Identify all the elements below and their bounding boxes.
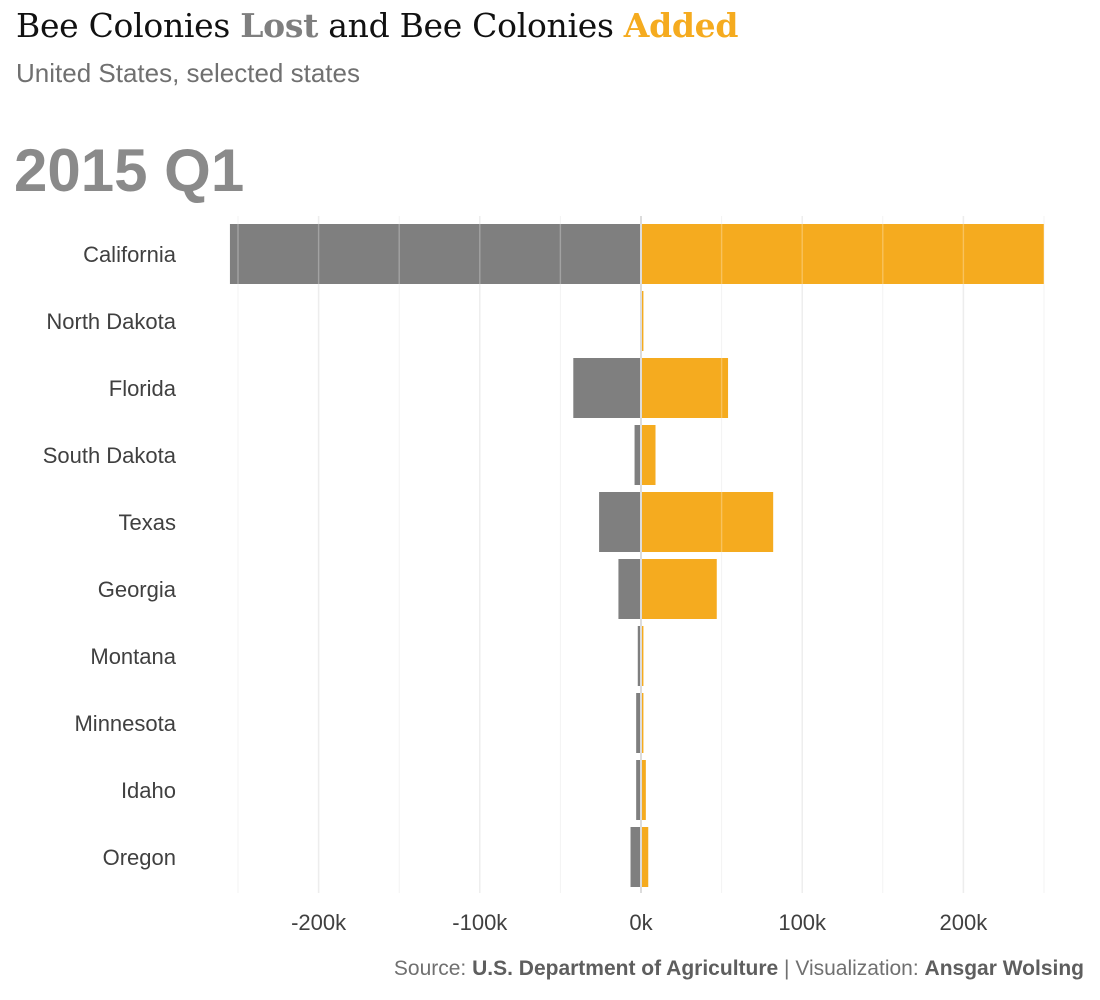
title-lost-word: Lost — [240, 6, 319, 45]
bar-lost-minnesota — [636, 693, 641, 753]
category-label: Idaho — [121, 778, 176, 803]
category-label: Oregon — [103, 845, 176, 870]
bar-added-north-dakota — [641, 291, 644, 351]
bar-lost-georgia — [618, 559, 641, 619]
category-label: South Dakota — [43, 443, 177, 468]
caption-separator: | Visualization: — [778, 957, 925, 980]
category-label: California — [83, 242, 177, 267]
bar-added-georgia — [641, 559, 717, 619]
period-label: 2015 Q1 — [14, 137, 245, 204]
category-label: North Dakota — [46, 309, 176, 334]
chart-subtitle: United States, selected states — [16, 58, 360, 88]
category-label: Georgia — [98, 577, 177, 602]
x-tick-label: -200k — [291, 910, 347, 935]
bar-added-minnesota — [641, 693, 644, 753]
x-tick-label: 0k — [629, 910, 653, 935]
bar-lost-montana — [637, 626, 641, 686]
category-label: Minnesota — [74, 711, 176, 736]
caption-source: U.S. Department of Agriculture — [472, 957, 779, 980]
category-label: Texas — [119, 510, 176, 535]
x-tick-label: 100k — [778, 910, 827, 935]
title-part-2: and Bee Colonies — [318, 6, 624, 45]
category-label: Florida — [109, 376, 177, 401]
x-tick-label: 200k — [940, 910, 989, 935]
bar-added-oregon — [641, 827, 649, 887]
caption-source-label: Source: — [393, 957, 473, 980]
bar-added-florida — [641, 358, 729, 418]
bar-added-idaho — [641, 760, 646, 820]
chart-title: Bee Colonies Lost and Bee Colonies Added — [16, 6, 738, 45]
title-added-word: Added — [623, 6, 739, 45]
x-tick-label: -100k — [452, 910, 508, 935]
bar-added-texas — [641, 492, 774, 552]
caption-author: Ansgar Wolsing — [924, 957, 1084, 980]
bar-lost-california — [229, 224, 641, 284]
bar-added-montana — [641, 626, 644, 686]
bar-added-south-dakota — [641, 425, 656, 485]
caption: Source: U.S. Department of Agriculture |… — [394, 957, 1084, 981]
bar-lost-idaho — [636, 760, 641, 820]
bar-lost-south-dakota — [634, 425, 641, 485]
bar-lost-texas — [599, 492, 641, 552]
bar-added-california — [641, 224, 1044, 284]
category-label: Montana — [90, 644, 176, 669]
title-part-1: Bee Colonies — [16, 6, 241, 45]
bar-lost-oregon — [630, 827, 641, 887]
bar-lost-florida — [573, 358, 641, 418]
